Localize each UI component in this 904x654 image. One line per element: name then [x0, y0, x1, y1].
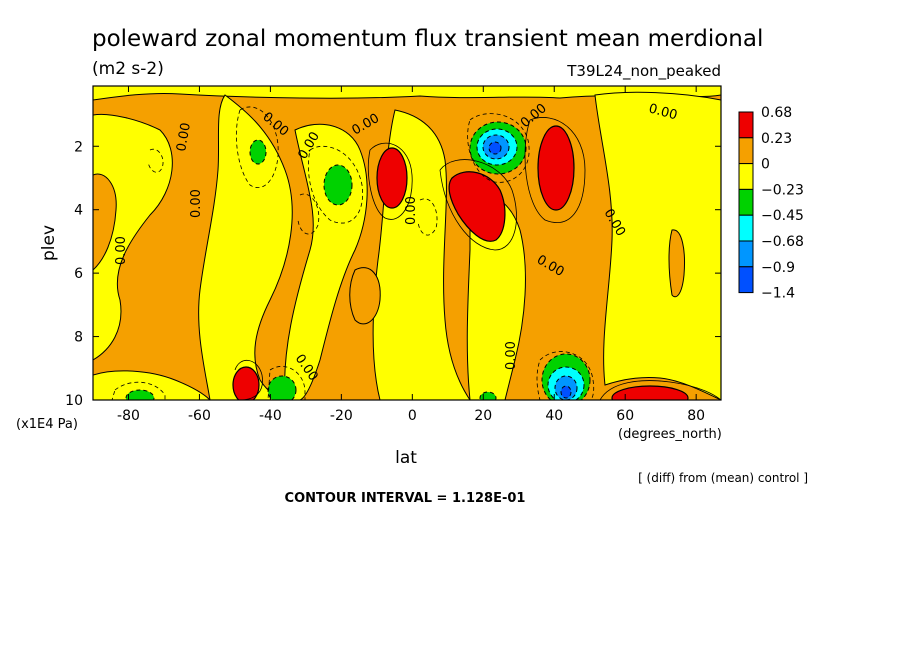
y-tick-label-2: 6	[74, 266, 83, 282]
red-center-45s	[232, 366, 260, 400]
x-axis-label: lat	[395, 448, 417, 468]
x-axis: -80 -60 -40 -20 0 20 40 60 80	[117, 86, 705, 424]
y-tick-label-0: 2	[74, 139, 83, 155]
dashed-contour-8	[417, 198, 438, 236]
red-regions	[232, 125, 689, 400]
colorbar-label-2: 0	[761, 157, 770, 173]
x-tick-label-3: -20	[330, 408, 353, 424]
orange-patch-west	[93, 173, 117, 271]
dashed-contour-1	[235, 106, 279, 188]
dashed-contour-4	[267, 366, 306, 400]
y-axis-label: plev	[39, 225, 59, 261]
plot-frame	[92, 85, 722, 401]
colorbar-swatch-5	[738, 240, 754, 268]
red-center-45n	[537, 125, 575, 211]
x-axis-units: (degrees_north)	[618, 427, 722, 442]
contour-line-4	[234, 360, 263, 400]
dashed-contour-3	[297, 193, 320, 235]
colorbar-label-0: 0.68	[761, 105, 792, 121]
x-tick-label-1: -60	[188, 408, 211, 424]
contour-label-3: 0.00	[114, 236, 129, 265]
contour-line-5	[599, 380, 721, 400]
colorbar-swatch-1	[738, 137, 754, 165]
colorbar-label-4: −0.45	[761, 208, 804, 224]
dashed-contour-6	[536, 351, 595, 400]
yellow-band-west	[93, 113, 173, 361]
colorbar-label-1: 0.23	[761, 131, 792, 147]
contour-line-2	[524, 117, 586, 223]
red-center-20n	[448, 171, 506, 242]
chart-title: poleward zonal momentum flux transient m…	[92, 26, 763, 52]
x-tick-label-8: 80	[687, 408, 705, 424]
contour-label-11: 0.00	[647, 101, 679, 123]
blue-regions	[476, 128, 585, 400]
green-patch-20s	[323, 164, 353, 206]
green-patch-20n	[479, 391, 497, 400]
dashed-contours	[111, 106, 595, 400]
colorbar-swatch-6	[738, 266, 754, 294]
deepblue-center-27n	[488, 141, 502, 155]
deepblue-center-45n	[560, 385, 572, 399]
contour-label-12: 0.00	[504, 341, 519, 370]
x-tick-label-2: -40	[259, 408, 282, 424]
contour-interval-text: CONTOUR INTERVAL = 1.128E-01	[285, 491, 526, 506]
yellow-region-northeast	[594, 91, 721, 400]
colorbar-label-6: −0.9	[761, 260, 795, 276]
orange-patch-mid	[349, 267, 381, 325]
colorbar-label-7: −1.4	[761, 286, 795, 302]
x-tick-label-0: -80	[117, 408, 140, 424]
dashed-contour-2	[308, 146, 364, 224]
red-center-70n	[611, 385, 689, 400]
y-tick-label-1: 4	[74, 203, 83, 219]
colorbar-swatch-2	[738, 163, 754, 190]
colorbar: 0.68 0.23 0 −0.23 −0.45 −0.68 −0.9 −1.4	[738, 105, 804, 302]
orange-patch-northeast	[668, 229, 685, 298]
chart-units: (m2 s-2)	[92, 59, 164, 79]
colorbar-label-3: −0.23	[761, 182, 804, 198]
y-tick-label-3: 8	[74, 330, 83, 346]
red-center-equator	[376, 147, 408, 209]
diff-note: [ (diff) from (mean) control ]	[638, 471, 808, 485]
x-tick-label-6: 40	[545, 408, 563, 424]
plot-area: 0.00 0.00 0.00 0.00 0.00 0.00 0.00 0.00 …	[93, 86, 721, 400]
dashed-contour-5	[111, 381, 166, 400]
contour-label-7: 0.00	[404, 196, 419, 225]
colorbar-swatch-0	[738, 111, 754, 139]
x-tick-label-5: 20	[474, 408, 492, 424]
green-patch-40s	[249, 139, 267, 165]
green-patch-75s	[125, 389, 155, 400]
colorbar-swatch-3	[738, 188, 754, 216]
contour-line-1	[367, 142, 413, 220]
orange-patches	[93, 173, 685, 325]
dashed-contour-7	[467, 113, 530, 183]
contour-lines	[234, 117, 721, 400]
yellow-region-southwest-lower	[93, 370, 211, 400]
contour-label-2: 0.00	[189, 189, 204, 218]
yellow-region-mid-north	[466, 193, 526, 400]
contour-line-3	[439, 159, 517, 251]
y-axis-units: (x1E4 Pa)	[16, 417, 78, 432]
y-tick-label-4: 10	[65, 393, 83, 409]
colorbar-label-5: −0.68	[761, 234, 804, 250]
x-tick-label-7: 60	[616, 408, 634, 424]
green-patch-35s	[267, 375, 297, 400]
y-axis: 2 4 6 8 10	[65, 139, 721, 409]
x-tick-label-4: 0	[408, 408, 417, 424]
experiment-label: T39L24_non_peaked	[566, 62, 721, 81]
colorbar-swatch-4	[738, 214, 754, 242]
contour-label-1: 0.00	[174, 122, 194, 153]
